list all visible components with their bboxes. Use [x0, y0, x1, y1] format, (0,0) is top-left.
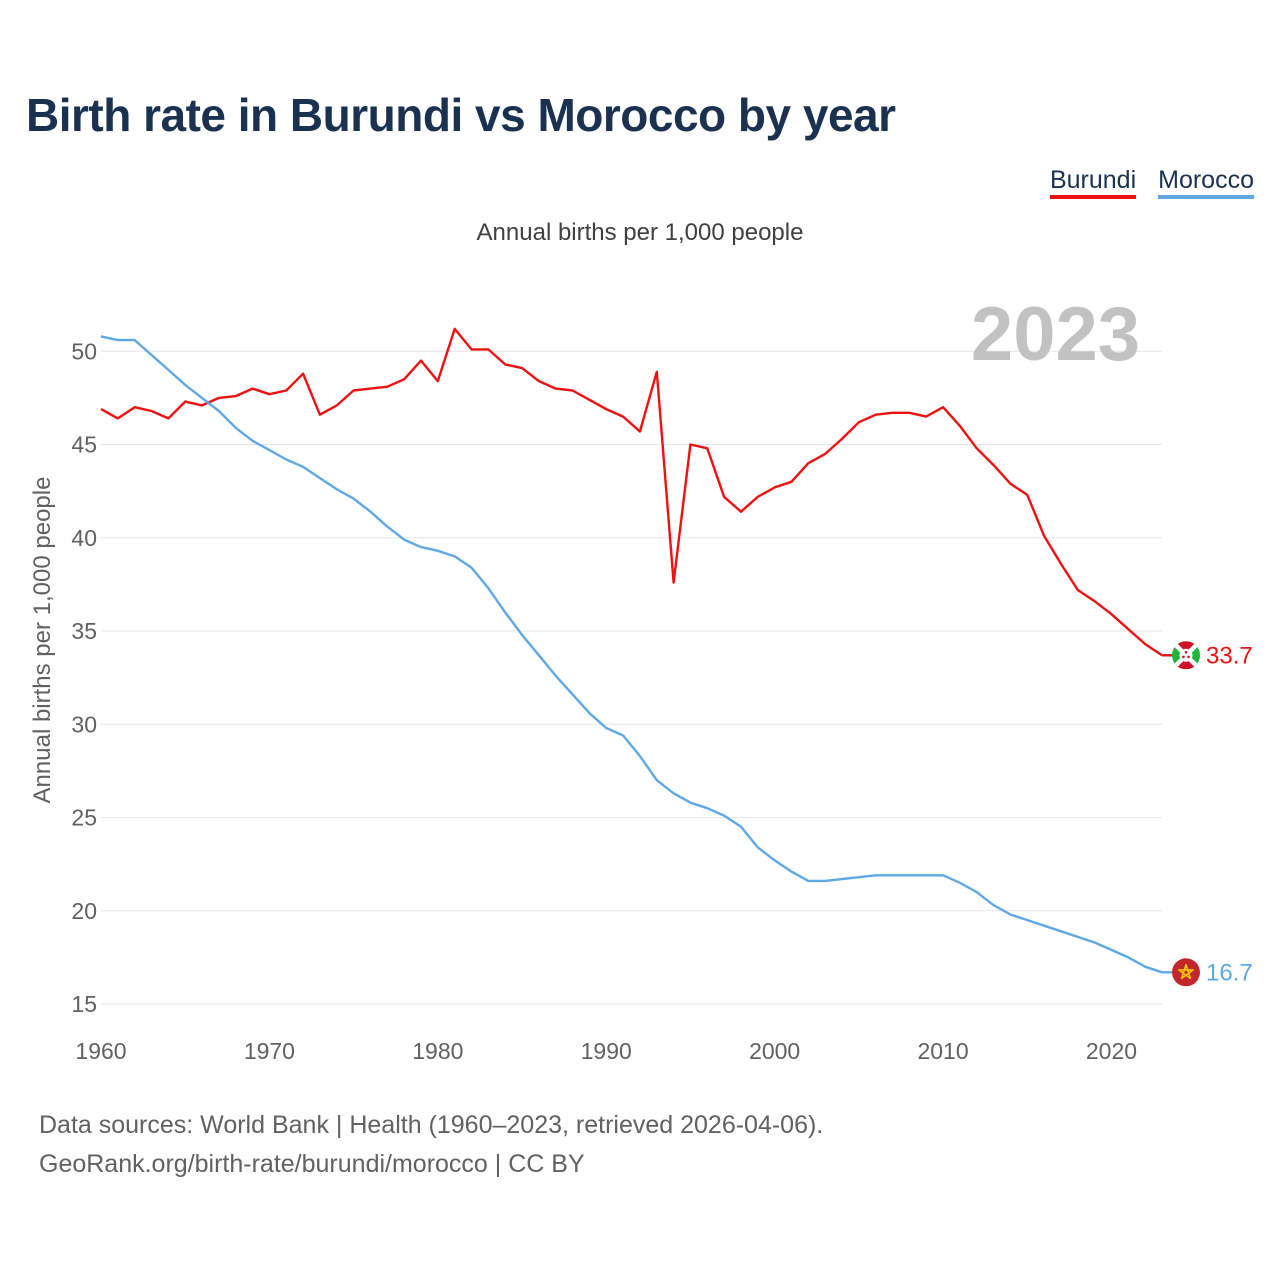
x-tick-label: 2000	[749, 1038, 800, 1064]
series-line-burundi	[100, 327, 1163, 657]
end-label-burundi: 33.7	[1206, 642, 1253, 669]
y-tick-labels: 15 20 25 30 35 40 45 50	[71, 338, 97, 1017]
chart-subtitle: Annual births per 1,000 people	[477, 219, 804, 246]
y-tick-label: 50	[71, 338, 97, 364]
y-tick-label: 25	[71, 805, 97, 831]
burundi-flag-icon	[1172, 641, 1200, 670]
legend: Burundi Morocco	[1049, 166, 1254, 199]
x-tick-label: 1990	[581, 1038, 632, 1064]
chart-title: Birth rate in Burundi vs Morocco by year	[26, 89, 896, 141]
y-tick-label: 35	[71, 618, 97, 644]
x-tick-label: 1960	[75, 1038, 126, 1064]
x-tick-label: 2010	[917, 1038, 968, 1064]
series-lines	[100, 327, 1172, 974]
grid-lines	[101, 350, 1162, 1005]
y-tick-label: 30	[71, 711, 97, 737]
source-line-2: GeoRank.org/birth-rate/burundi/morocco |…	[39, 1150, 585, 1178]
x-tick-label: 1970	[244, 1038, 295, 1064]
legend-item-morocco[interactable]: Morocco	[1158, 166, 1254, 199]
year-watermark: 2023	[971, 292, 1140, 377]
series-line-morocco	[100, 335, 1163, 974]
y-tick-label: 15	[71, 991, 97, 1017]
end-markers: 33.7 16.7	[1172, 641, 1253, 987]
y-axis-label: Annual births per 1,000 people	[29, 477, 56, 804]
legend-item-burundi[interactable]: Burundi	[1049, 166, 1137, 199]
source-note: Data sources: World Bank | Health (1960–…	[39, 1106, 823, 1184]
source-line-1: Data sources: World Bank | Health (1960–…	[39, 1111, 824, 1139]
y-tick-label: 20	[71, 898, 97, 924]
y-tick-label: 45	[71, 432, 97, 458]
x-tick-label: 2020	[1086, 1038, 1137, 1064]
end-label-morocco: 16.7	[1206, 959, 1253, 986]
y-tick-label: 40	[71, 525, 97, 551]
morocco-flag-icon	[1172, 958, 1200, 987]
x-tick-label: 1980	[412, 1038, 463, 1064]
x-tick-labels: 1960 1970 1980 1990 2000 2010 2020	[75, 1038, 1137, 1064]
